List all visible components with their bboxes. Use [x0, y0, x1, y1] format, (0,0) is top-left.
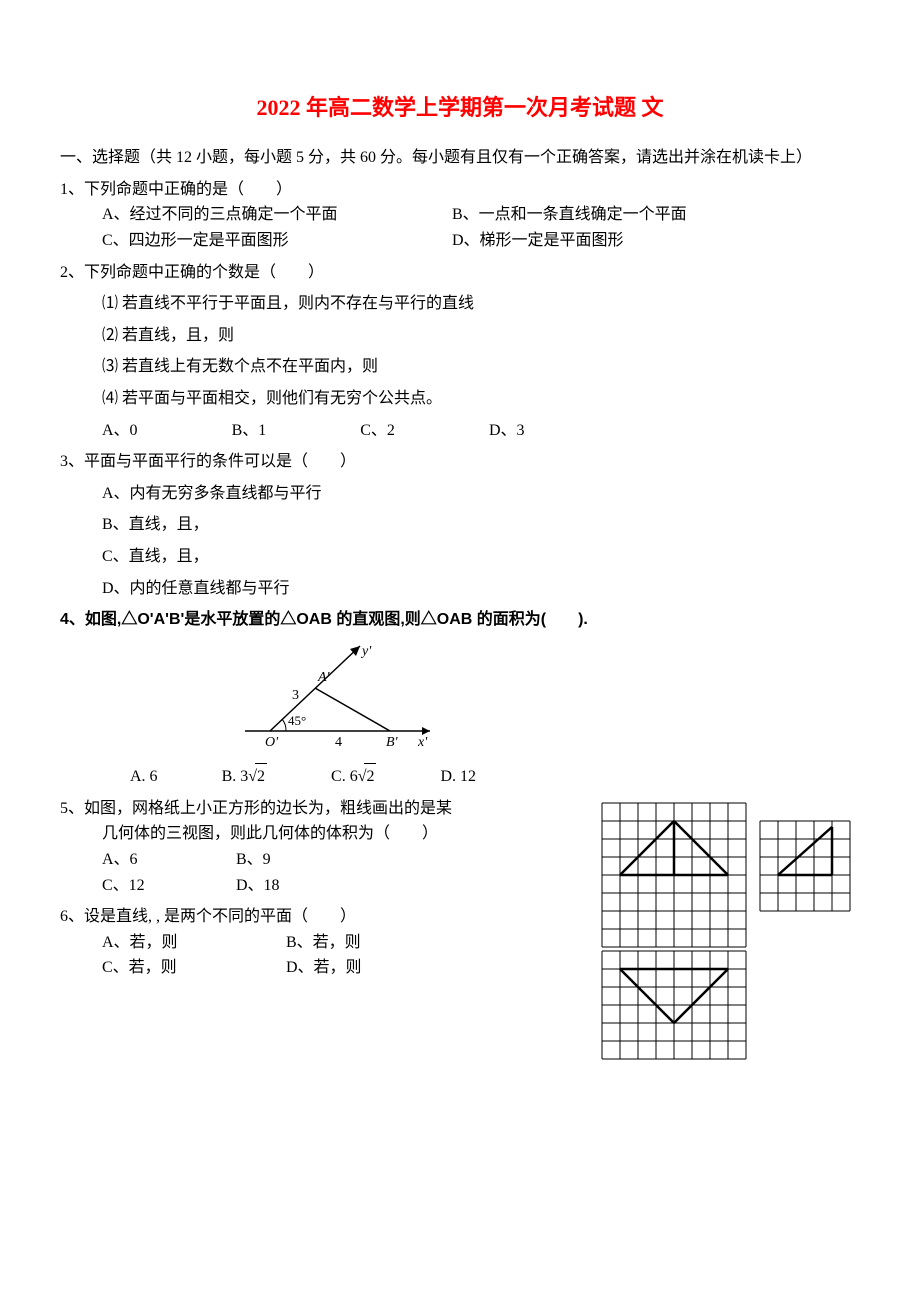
svg-text:O': O'	[265, 735, 279, 750]
q2-optD: D、3	[489, 418, 525, 444]
q6-optB: B、若，则	[286, 930, 361, 956]
q2-optC: C、2	[360, 418, 395, 444]
q4-text: 如图,△O'A'B'是水平放置的△OAB 的直观图,则△OAB 的面积为( ).	[85, 611, 588, 628]
q4-optD: D. 12	[440, 764, 476, 790]
svg-text:45°: 45°	[288, 713, 306, 728]
question-3: 3、平面与平面平行的条件可以是（ ） A、内有无穷多条直线都与平行 B、直线，且…	[60, 449, 860, 601]
q2-p4: ⑷ 若平面与平面相交，则他们有无穷个公共点。	[60, 386, 860, 412]
q4-num: 4、	[60, 611, 85, 628]
q4-optB: B. 32	[222, 763, 267, 790]
svg-text:y': y'	[360, 644, 372, 659]
q1-optB: B、一点和一条直线确定一个平面	[452, 202, 687, 228]
q6-optA: A、若，则	[102, 930, 282, 956]
q1-optA: A、经过不同的三点确定一个平面	[102, 202, 452, 228]
svg-text:4: 4	[335, 735, 342, 750]
question-4: 4、如图,△O'A'B'是水平放置的△OAB 的直观图,则△OAB 的面积为( …	[60, 607, 860, 790]
question-2: 2、下列命题中正确的个数是（ ） ⑴ 若直线不平行于平面且，则内不存在与平行的直…	[60, 260, 860, 444]
svg-text:3: 3	[292, 688, 299, 703]
q1-optD: D、梯形一定是平面图形	[452, 228, 624, 254]
q3-optD: D、内的任意直线都与平行	[60, 576, 860, 602]
q4-diagram: A' O' B' x' y' 45° 3 4	[240, 641, 860, 760]
q2-p1: ⑴ 若直线不平行于平面且，则内不存在与平行的直线	[60, 291, 860, 317]
q5-optD: D、18	[236, 873, 280, 899]
q2-optB: B、1	[232, 418, 267, 444]
page-title: 2022 年高二数学上学期第一次月考试题 文	[60, 90, 860, 125]
q3-optB: B、直线，且，	[60, 512, 860, 538]
q4-options: A. 6 B. 32 C. 62 D. 12	[60, 763, 860, 790]
q3-optC: C、直线，且，	[60, 544, 860, 570]
svg-text:B': B'	[386, 735, 399, 750]
q5-optA: A、6	[102, 847, 232, 873]
q6-optC: C、若，则	[102, 955, 282, 981]
q2-optA: A、0	[102, 418, 138, 444]
q3-stem: 3、平面与平面平行的条件可以是（ ）	[60, 449, 860, 475]
q4-optC: C. 62	[331, 763, 376, 790]
q2-stem: 2、下列命题中正确的个数是（ ）	[60, 260, 860, 286]
svg-text:x': x'	[417, 735, 428, 750]
q5-optB: B、9	[236, 847, 271, 873]
q4-optA: A. 6	[130, 764, 158, 790]
q5-optC: C、12	[102, 873, 232, 899]
q2-p2: ⑵ 若直线，且，则	[60, 323, 860, 349]
q2-p3: ⑶ 若直线上有无数个点不在平面内，则	[60, 354, 860, 380]
section-header: 一、选择题（共 12 小题，每小题 5 分，共 60 分。每小题有且仅有一个正确…	[60, 145, 860, 171]
q5-figure	[600, 801, 860, 1070]
question-1: 1、下列命题中正确的是（ ） A、经过不同的三点确定一个平面 B、一点和一条直线…	[60, 177, 860, 254]
svg-text:A': A'	[317, 670, 331, 685]
q6-optD: D、若，则	[286, 955, 362, 981]
q3-optA: A、内有无穷多条直线都与平行	[60, 481, 860, 507]
q1-optC: C、四边形一定是平面图形	[102, 228, 452, 254]
q1-stem: 1、下列命题中正确的是（ ）	[60, 177, 860, 203]
